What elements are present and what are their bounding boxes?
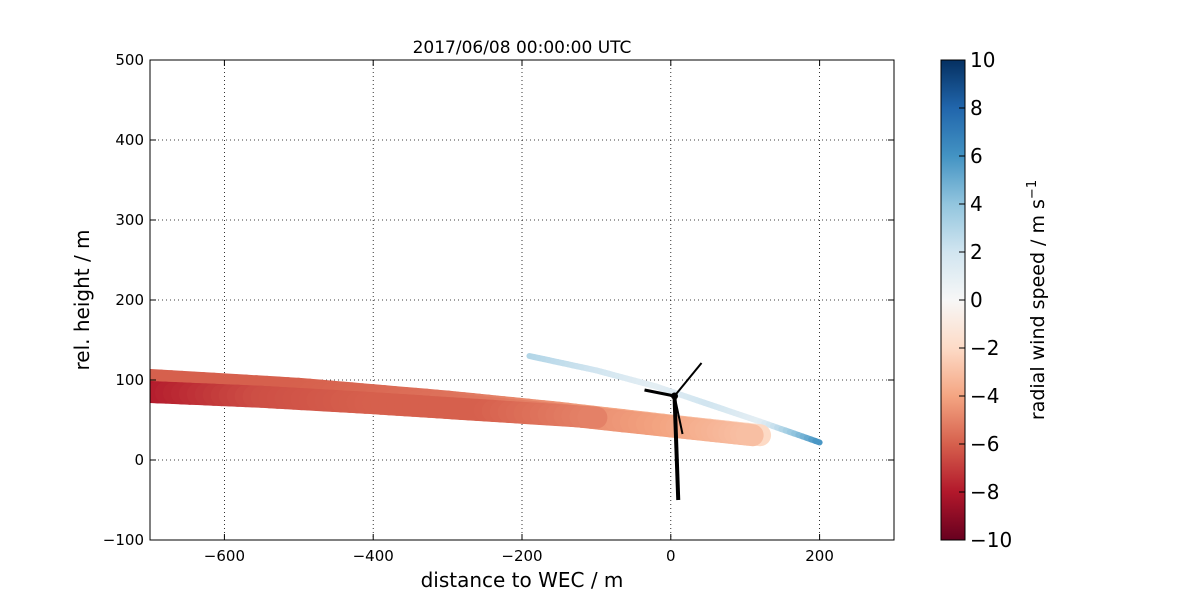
x-tick-label: 200 xyxy=(805,547,834,565)
colorbar-tick-label: −2 xyxy=(970,336,999,360)
x-tick-label: −600 xyxy=(204,547,245,565)
colorbar-tick-label: 2 xyxy=(970,240,983,264)
colorbar-tick-label: −4 xyxy=(970,384,999,408)
colorbar-tick-label: −6 xyxy=(970,432,999,456)
colorbar-tick-label: −8 xyxy=(970,480,999,504)
colorbar-tick-label: 0 xyxy=(970,288,983,312)
wec-blade xyxy=(644,388,675,398)
y-tick-label: 400 xyxy=(115,131,144,149)
wec-hub xyxy=(671,392,679,400)
colorbar-tick-label: 4 xyxy=(970,192,983,216)
colorbar-ticks: −10 −8 −6 −4 −2 0 2 4 6 8 10 xyxy=(959,48,1012,552)
colorbar-tick-label: −10 xyxy=(970,528,1012,552)
y-tick-label: 100 xyxy=(115,371,144,389)
x-tick-label: 0 xyxy=(666,547,676,565)
beam-segment xyxy=(812,437,823,446)
y-tick-label: 0 xyxy=(134,451,144,469)
colorbar-label: radial wind speed / m s−1 xyxy=(1025,180,1049,420)
x-axis-ticks: −600 −400 −200 0 200 xyxy=(204,60,834,565)
y-tick-label: 200 xyxy=(115,291,144,309)
y-tick-label: 500 xyxy=(115,51,144,69)
x-tick-label: −400 xyxy=(353,547,394,565)
y-axis-ticks: −100 0 100 200 300 400 500 xyxy=(103,51,894,549)
y-tick-label: −100 xyxy=(103,531,144,549)
colorbar-tick-label: 6 xyxy=(970,144,983,168)
x-axis-label: distance to WEC / m xyxy=(421,568,624,592)
lidar-beams xyxy=(150,353,823,447)
colorbar-tick-label: 10 xyxy=(970,48,995,72)
chart-title: 2017/06/08 00:00:00 UTC xyxy=(413,38,632,58)
wec-turbine-icon xyxy=(644,362,703,501)
x-tick-label: −200 xyxy=(501,547,542,565)
wec-blade xyxy=(673,395,684,435)
y-tick-label: 300 xyxy=(115,211,144,229)
y-axis-label: rel. height / m xyxy=(70,229,94,370)
beam-segment xyxy=(577,406,608,429)
beam-segment xyxy=(735,423,764,447)
wec-blade xyxy=(673,362,703,397)
colorbar-tick-label: 8 xyxy=(970,96,983,120)
wec-tower xyxy=(672,395,681,501)
